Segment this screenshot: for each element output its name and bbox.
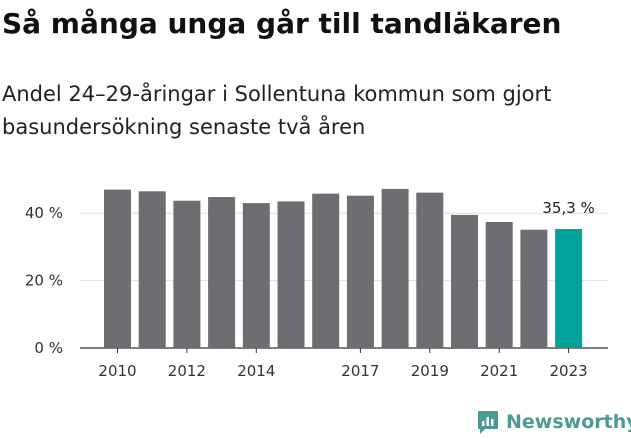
newsworthy-logo: Newsworthy xyxy=(476,408,631,436)
bar xyxy=(312,193,340,348)
x-tick-label: 2023 xyxy=(550,362,588,380)
bar xyxy=(485,221,513,348)
bar-chart: 0 % 20 % 40 % 2010 2012 2014 2017 2019 2021 2023 3… xyxy=(25,188,608,380)
x-tick-label: 2017 xyxy=(341,362,379,380)
x-tick-label: 2019 xyxy=(411,362,449,380)
x-tick-label: 2012 xyxy=(168,362,206,380)
bar xyxy=(138,191,166,348)
chart-logo-icon xyxy=(478,411,498,434)
x-tick-label: 2014 xyxy=(237,362,275,380)
y-tick-label: 40 % xyxy=(25,204,63,222)
bar xyxy=(104,189,131,348)
bar xyxy=(416,192,444,348)
bar xyxy=(208,197,236,348)
chart-title: Så många unga går till tandläkaren xyxy=(2,7,562,40)
y-tick-label: 20 % xyxy=(25,272,63,290)
bar xyxy=(520,229,548,348)
brand-name: Newsworthy xyxy=(506,411,631,433)
bar xyxy=(381,188,409,348)
bar xyxy=(346,195,374,348)
x-tick-label: 2021 xyxy=(480,362,518,380)
bar xyxy=(173,200,201,348)
labels: 0 % 20 % 40 % 2010 2012 2014 2017 2019 2021 2023 3… xyxy=(25,199,595,380)
bar xyxy=(242,203,270,348)
bar-highlighted xyxy=(555,229,583,348)
bars xyxy=(104,188,583,348)
bar xyxy=(277,201,305,348)
gridlines xyxy=(80,212,608,353)
data-label: 35,3 % xyxy=(542,199,594,217)
x-tick-label: 2010 xyxy=(98,362,136,380)
y-tick-label: 0 % xyxy=(34,339,63,357)
bar xyxy=(451,214,478,348)
chart-subtitle: Andel 24–29-åringar i Sollentuna kommun … xyxy=(2,82,552,139)
